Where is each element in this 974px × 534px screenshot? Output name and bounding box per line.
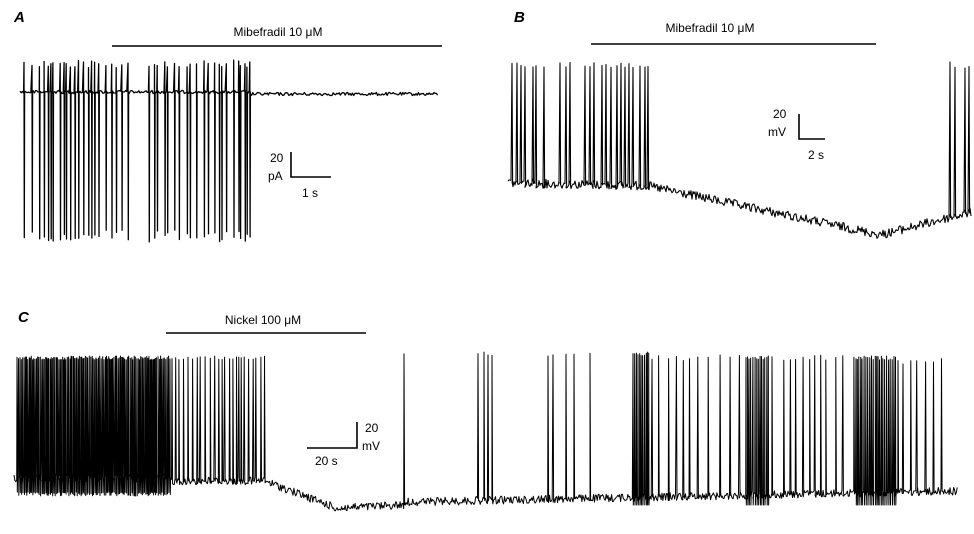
panel-b: B Mibefradil 10 μM 20 mV 2 s (507, 9, 972, 239)
panel-b-scale-lines (798, 114, 825, 140)
panel-a-scale-y-unit: pA (268, 169, 283, 183)
panel-c-scale-bar: 20 mV 20 s (307, 421, 380, 468)
panel-c: C Nickel 100 μM 20 mV 20 s (13, 309, 958, 512)
panel-a-scale-y-value: 20 (270, 151, 284, 165)
panel-b-scale-y-unit: mV (768, 125, 786, 139)
panel-c-drug-label: Nickel 100 μM (225, 313, 301, 327)
panel-a-drug-label: Mibefradil 10 μM (234, 25, 323, 39)
panel-c-scale-lines (307, 422, 358, 449)
panel-b-voltage-trace (507, 61, 972, 239)
panel-c-scale-y-unit: mV (362, 439, 380, 453)
panel-a: A Mibefradil 10 μM 20 pA 1 s (13, 9, 442, 243)
panel-b-scale-bar: 20 mV 2 s (768, 107, 825, 162)
panel-c-letter: C (18, 309, 30, 326)
panel-b-scale-x-label: 2 s (808, 148, 824, 162)
panel-b-scale-y-value: 20 (773, 107, 787, 121)
panel-b-drug-label: Mibefradil 10 μM (666, 21, 755, 35)
panel-c-voltage-trace (13, 351, 958, 512)
panel-a-letter: A (13, 9, 25, 26)
panel-b-letter: B (514, 9, 525, 26)
panel-a-scale-lines (290, 152, 331, 178)
panel-a-current-trace (19, 59, 439, 243)
panel-a-scale-bar: 20 pA 1 s (268, 151, 331, 200)
panel-c-scale-y-value: 20 (365, 421, 379, 435)
panel-a-scale-x-label: 1 s (302, 186, 318, 200)
panel-c-scale-x-label: 20 s (315, 454, 338, 468)
